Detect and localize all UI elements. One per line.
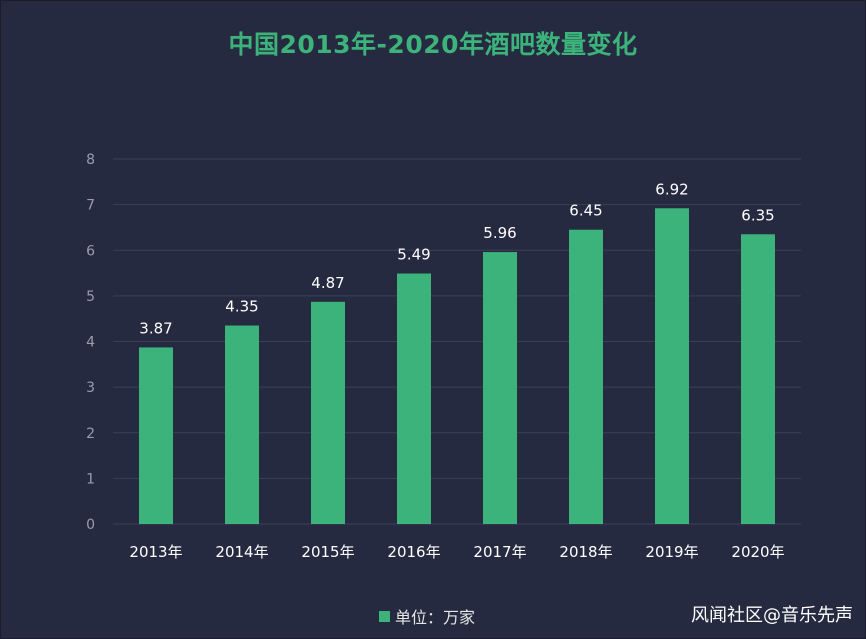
x-tick-label-2015年: 2015年: [301, 543, 354, 561]
legend-swatch: [379, 610, 390, 622]
bar-chart: 0 1 2 3 4 5 6 7 8 3.87 2013年 4.35 2014年 4.87 2015年 5.49…: [86, 152, 801, 561]
legend: 单位：万家: [379, 604, 475, 628]
legend-label: 单位：万家: [395, 608, 476, 627]
data-label-2016年: 5.49: [397, 246, 430, 264]
y-tick-label-1: 1: [86, 471, 95, 487]
bar-2020年: [741, 234, 775, 524]
bar-2017年: [483, 252, 517, 524]
bar-2016年: [397, 273, 431, 524]
data-label-2014年: 4.35: [225, 298, 258, 316]
y-tick-label-6: 6: [86, 243, 95, 259]
x-tick-label-2018年: 2018年: [559, 543, 612, 561]
y-tick-label-0: 0: [86, 517, 95, 533]
bar-2019年: [655, 208, 689, 524]
bar-2013年: [139, 347, 173, 524]
bar-2015年: [311, 301, 345, 524]
y-tick-label-4: 4: [86, 335, 95, 351]
data-label-2015年: 4.87: [311, 274, 344, 292]
y-tick-label-7: 7: [86, 198, 95, 214]
x-tick-label-2014年: 2014年: [215, 543, 268, 561]
data-label-2018年: 6.45: [569, 202, 602, 220]
y-tick-label-8: 8: [86, 152, 95, 168]
x-tick-label-2019年: 2019年: [645, 543, 698, 561]
y-tick-label-3: 3: [86, 380, 95, 396]
y-tick-label-2: 2: [86, 426, 95, 442]
watermark: 风闻社区@音乐先声: [691, 605, 853, 626]
x-tick-label-2017年: 2017年: [473, 543, 526, 561]
bar-2018年: [569, 229, 603, 524]
y-tick-label-5: 5: [86, 289, 95, 305]
data-label-2020年: 6.35: [741, 206, 774, 224]
x-tick-label-2016年: 2016年: [387, 543, 440, 561]
data-label-2019年: 6.92: [655, 180, 688, 198]
bar-2014年: [225, 325, 259, 524]
data-label-2013年: 3.87: [139, 319, 172, 337]
chart-title: 中国2013年-2020年酒吧数量变化: [228, 30, 638, 59]
data-label-2017年: 5.96: [483, 224, 516, 242]
x-tick-label-2020年: 2020年: [731, 543, 784, 561]
x-tick-label-2013年: 2013年: [129, 543, 182, 561]
